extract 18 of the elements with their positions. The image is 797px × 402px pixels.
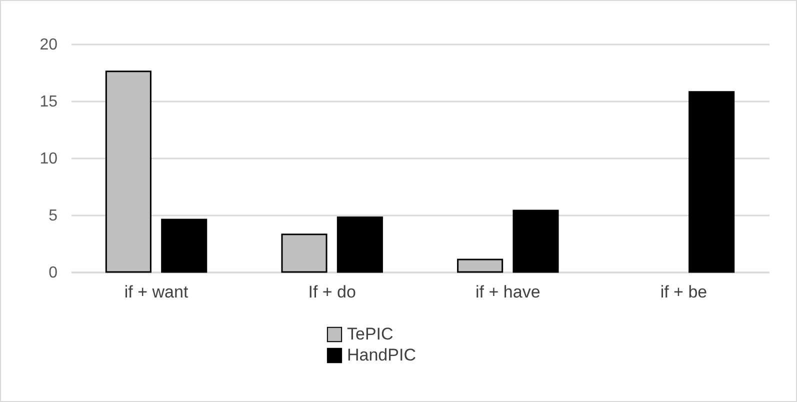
bar — [281, 234, 328, 273]
x-tick-label: if + have — [476, 282, 540, 302]
bar — [161, 218, 208, 273]
legend-label: TePIC — [347, 324, 394, 344]
y-tick-label: 20 — [40, 36, 58, 54]
bar — [105, 70, 152, 273]
legend-label: HandPIC — [347, 346, 416, 364]
bar — [457, 258, 504, 273]
x-tick-label: if + be — [660, 282, 708, 302]
x-tick-label: if + want — [124, 282, 188, 302]
y-tick-label: 5 — [48, 208, 58, 224]
y-tick-label: 15 — [40, 94, 58, 110]
y-tick-label: 0 — [48, 264, 58, 282]
y-tick-label: 10 — [40, 150, 58, 168]
bar — [512, 210, 559, 273]
bar — [688, 91, 735, 273]
x-tick-label: If + do — [308, 282, 356, 302]
bar — [336, 216, 383, 273]
